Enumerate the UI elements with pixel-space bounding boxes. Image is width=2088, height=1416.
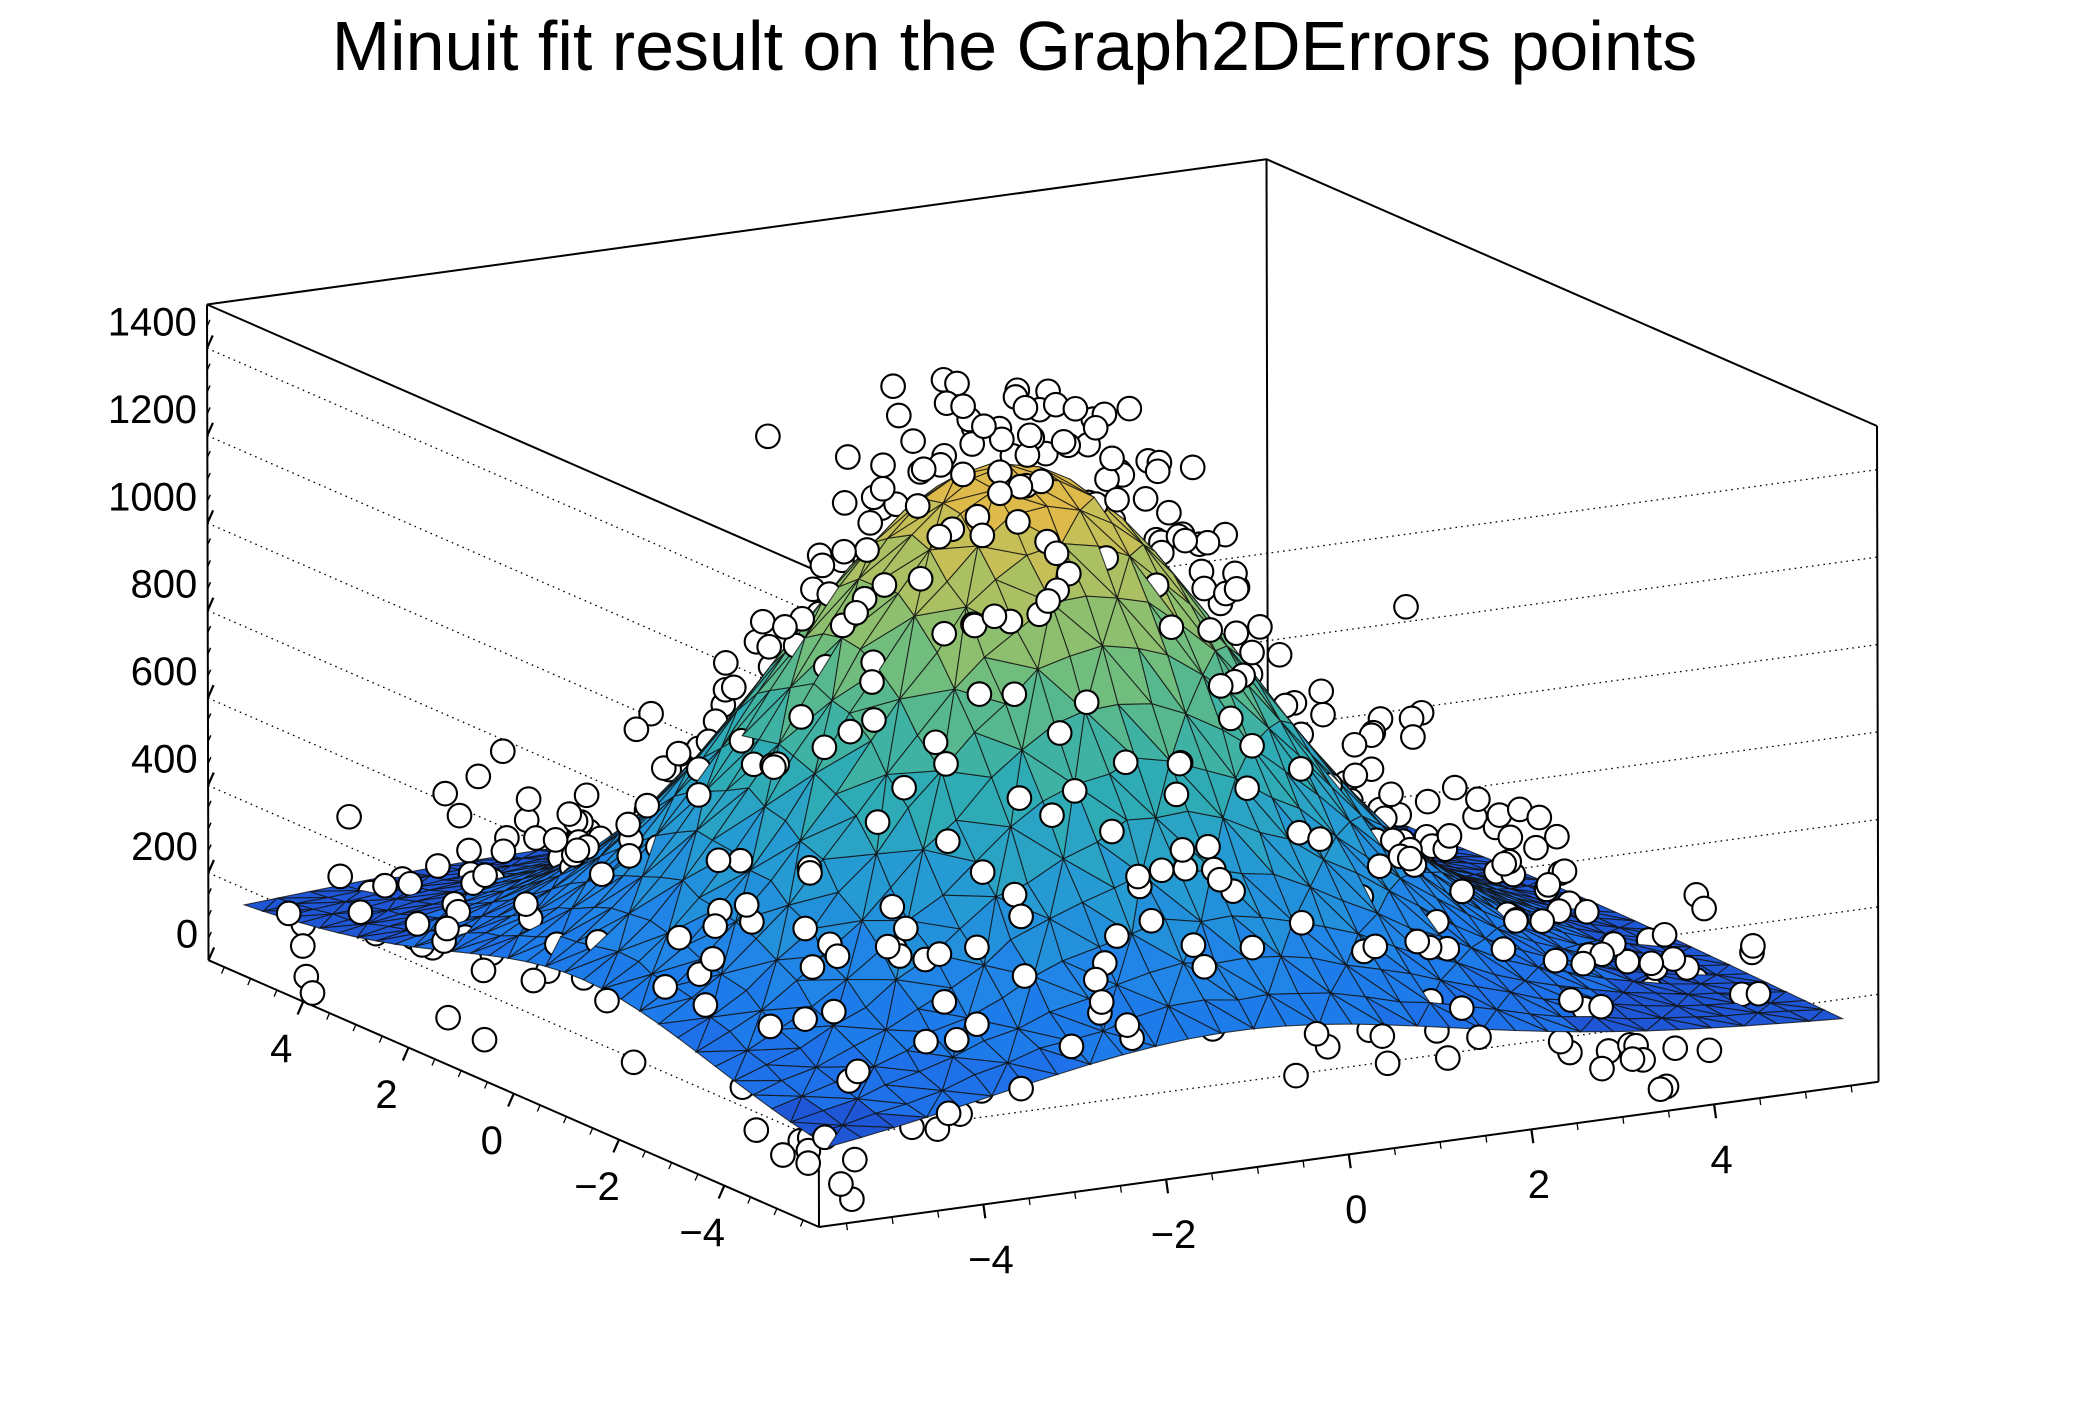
svg-text:800: 800 <box>131 563 198 607</box>
svg-text:200: 200 <box>131 825 198 869</box>
svg-text:−2: −2 <box>574 1165 620 1209</box>
svg-text:0: 0 <box>176 912 198 956</box>
svg-text:−4: −4 <box>968 1238 1014 1282</box>
svg-text:4: 4 <box>270 1027 292 1071</box>
svg-text:600: 600 <box>131 650 198 694</box>
svg-text:1400: 1400 <box>108 300 197 344</box>
svg-text:1200: 1200 <box>108 388 197 432</box>
svg-text:2: 2 <box>375 1073 397 1117</box>
svg-text:−4: −4 <box>679 1211 725 1255</box>
svg-text:0: 0 <box>1345 1188 1367 1232</box>
svg-text:2: 2 <box>1528 1163 1550 1207</box>
svg-text:−2: −2 <box>1151 1213 1197 1257</box>
svg-text:4: 4 <box>1710 1138 1732 1182</box>
svg-text:400: 400 <box>131 738 198 782</box>
svg-text:Minuit fit result on the Graph: Minuit fit result on the Graph2DErrors p… <box>332 7 1698 85</box>
svg-text:1000: 1000 <box>108 475 197 519</box>
svg-text:0: 0 <box>481 1119 503 1163</box>
